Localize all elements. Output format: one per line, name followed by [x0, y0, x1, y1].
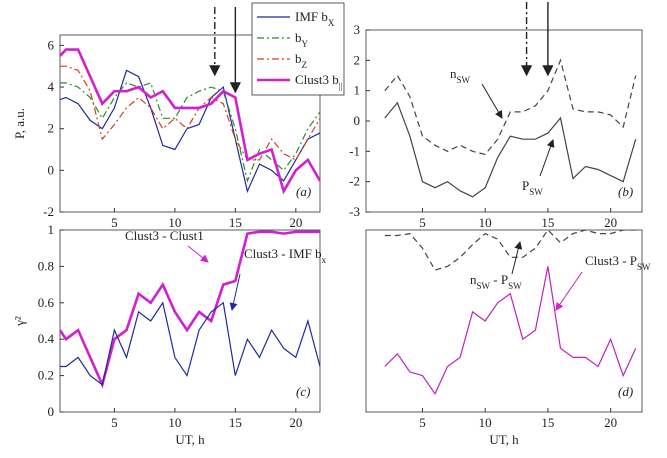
- y-tick-label: -1: [349, 143, 360, 158]
- subscript: Z: [302, 60, 308, 70]
- text-part: IMF b: [295, 9, 328, 24]
- x-tick-label: 20: [604, 215, 617, 230]
- series-line: [384, 230, 636, 271]
- x-tick-label: 20: [289, 215, 302, 230]
- text-part: b: [295, 51, 302, 66]
- axes-box: [59, 229, 321, 413]
- y-tick-label: 6: [48, 37, 55, 52]
- x-tick-label: 20: [289, 415, 302, 430]
- x-tick-label: 15: [229, 415, 242, 430]
- text-part: P: [522, 178, 529, 193]
- axes-box: [59, 34, 321, 213]
- annotation-pointer: [555, 271, 583, 311]
- subscript: SW: [457, 75, 471, 85]
- subscript: X: [328, 18, 335, 28]
- annotation-pointer: [511, 241, 523, 275]
- axes-box: [365, 229, 643, 413]
- annotation-pointer: [187, 245, 209, 263]
- subscript: SW: [637, 262, 651, 272]
- annotation-pointer: [481, 83, 503, 119]
- x-axis-label: UT, h: [175, 432, 205, 447]
- y-tick-label: 3: [354, 22, 361, 37]
- x-tick-label: 5: [111, 415, 118, 430]
- panel-label: (c): [296, 384, 310, 399]
- y-tick-label: 0: [354, 113, 361, 128]
- x-tick-label: 5: [419, 415, 426, 430]
- x-tick-label: 20: [604, 415, 617, 430]
- text-part: Clust3 - P: [585, 253, 637, 268]
- annotation: nSW: [450, 66, 471, 85]
- text-part: b: [295, 30, 302, 45]
- y-tick-label: 0.8: [38, 258, 54, 273]
- axes-box: [365, 29, 643, 213]
- text-part: Clust3 - Clust1: [125, 228, 204, 243]
- text-part: Clust3 b: [295, 72, 339, 87]
- series-line: [384, 266, 637, 396]
- annotation-pointer: [539, 139, 555, 177]
- legend-label: IMF bX: [295, 9, 335, 28]
- annotation: PSW: [522, 178, 543, 197]
- text-part: Clust3 - IMF b: [244, 246, 322, 261]
- legend-label: bZ: [295, 51, 307, 70]
- series-line: [60, 48, 320, 195]
- legend-label: Clust3 b||: [295, 72, 343, 91]
- y-axis-label: γ²: [12, 316, 27, 327]
- subscript: Y: [302, 39, 309, 49]
- y-tick-label: -2: [349, 174, 360, 189]
- series-line: [60, 69, 320, 194]
- series-line: [60, 65, 320, 161]
- panel-label: (d): [618, 384, 633, 399]
- subscript: SW: [508, 281, 522, 291]
- annotation: Clust3 - PSW: [585, 253, 651, 272]
- x-tick-label: 5: [111, 215, 118, 230]
- y-tick-label: 0.6: [38, 295, 55, 310]
- text-part: n: [450, 66, 457, 81]
- x-tick-label: 15: [541, 415, 554, 430]
- y-tick-label: -2: [43, 204, 54, 219]
- text-part: n: [470, 272, 477, 287]
- panel-label: (b): [618, 184, 633, 199]
- annotation: Clust3 - IMF bx: [244, 246, 327, 265]
- y-tick-label: 4: [48, 79, 55, 94]
- series-line: [60, 230, 320, 389]
- annotation: Clust3 - Clust1: [125, 228, 204, 243]
- y-tick-label: 2: [48, 121, 55, 136]
- y-tick-label: 0: [48, 162, 55, 177]
- x-tick-label: 10: [168, 415, 181, 430]
- y-tick-label: 0.4: [38, 331, 55, 346]
- x-tick-label: 10: [168, 215, 181, 230]
- legend-label: bY: [295, 30, 309, 49]
- series-line: [384, 101, 637, 198]
- x-tick-label: 10: [479, 415, 492, 430]
- series-line: [60, 301, 320, 386]
- y-tick-label: 1: [48, 222, 55, 237]
- subscript: SW: [477, 281, 491, 291]
- y-axis-label: P, a.u.: [12, 108, 27, 139]
- y-tick-label: 0: [48, 404, 55, 419]
- x-tick-label: 10: [479, 215, 492, 230]
- series-line: [60, 82, 320, 183]
- y-tick-label: -3: [349, 204, 360, 219]
- x-axis-label: UT, h: [489, 432, 519, 447]
- y-tick-label: 0.2: [38, 368, 54, 383]
- y-tick-label: 2: [354, 52, 361, 67]
- subscript: ||: [339, 81, 343, 91]
- x-tick-label: 15: [541, 215, 554, 230]
- annotation-pointer: [229, 273, 241, 311]
- x-tick-label: 5: [419, 215, 426, 230]
- x-tick-label: 15: [229, 215, 242, 230]
- text-part: - P: [490, 272, 508, 287]
- subscript: x: [322, 255, 327, 265]
- subscript: SW: [529, 187, 543, 197]
- series-line: [384, 58, 637, 156]
- annotation: nSW - PSW: [470, 272, 522, 291]
- panel-label: (a): [296, 184, 311, 199]
- y-tick-label: 1: [354, 83, 361, 98]
